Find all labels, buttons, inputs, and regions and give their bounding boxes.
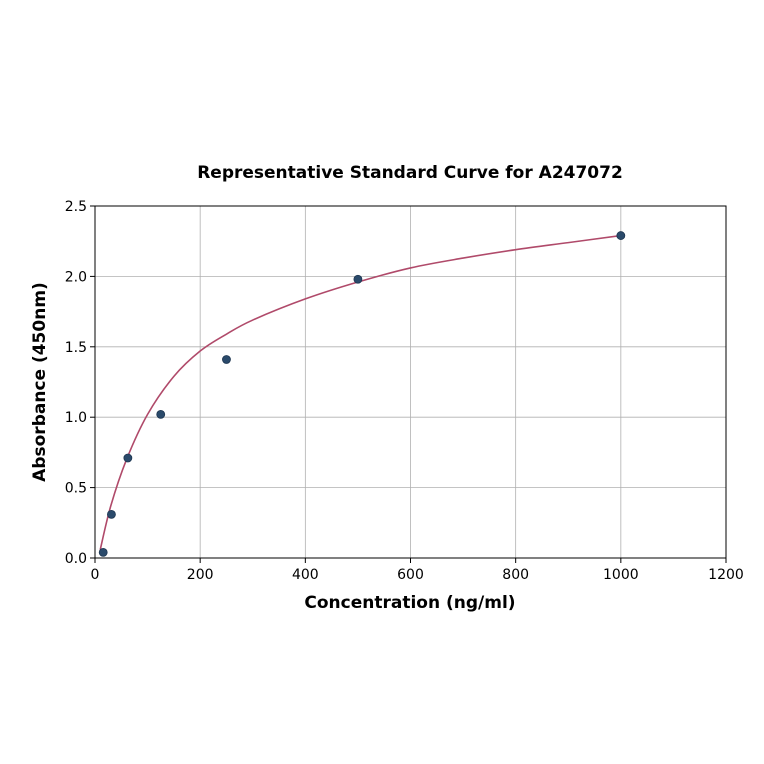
data-point bbox=[222, 355, 231, 364]
x-tick-label: 0 bbox=[91, 567, 100, 583]
y-tick-label: 0.5 bbox=[65, 481, 87, 497]
data-point bbox=[616, 231, 626, 240]
data-point bbox=[156, 409, 166, 419]
x-tick-label: 1000 bbox=[603, 567, 639, 583]
axis-ticks: 0 200 400 600 800 1000 1200 0.0 0.5 1.0 1.5 2.0 2.5 bbox=[65, 199, 744, 583]
x-tick-label: 400 bbox=[292, 567, 319, 583]
y-tick-label: 1.5 bbox=[65, 340, 87, 356]
x-tick-label: 600 bbox=[397, 567, 424, 583]
data-point bbox=[107, 509, 116, 519]
y-axis-label: Absorbance (450nm) bbox=[30, 282, 50, 482]
chart-title: Representative Standard Curve for A24707… bbox=[197, 163, 623, 183]
y-tick-label: 1.0 bbox=[65, 410, 87, 426]
fit-curve bbox=[99, 234, 621, 550]
y-tick-label: 0.0 bbox=[65, 551, 87, 567]
data-point bbox=[353, 274, 363, 284]
y-tick-label: 2.5 bbox=[65, 199, 87, 215]
data-points-layer bbox=[98, 231, 626, 557]
x-axis-label: Concentration (ng/ml) bbox=[304, 593, 515, 613]
data-point bbox=[123, 453, 133, 463]
data-point bbox=[98, 547, 108, 557]
x-tick-label: 800 bbox=[502, 567, 529, 583]
x-tick-label: 200 bbox=[187, 567, 214, 583]
grid-lines bbox=[94, 205, 727, 559]
x-tick-label: 1200 bbox=[708, 567, 744, 583]
y-tick-label: 2.0 bbox=[65, 269, 87, 285]
fit-curve-layer bbox=[99, 234, 621, 550]
